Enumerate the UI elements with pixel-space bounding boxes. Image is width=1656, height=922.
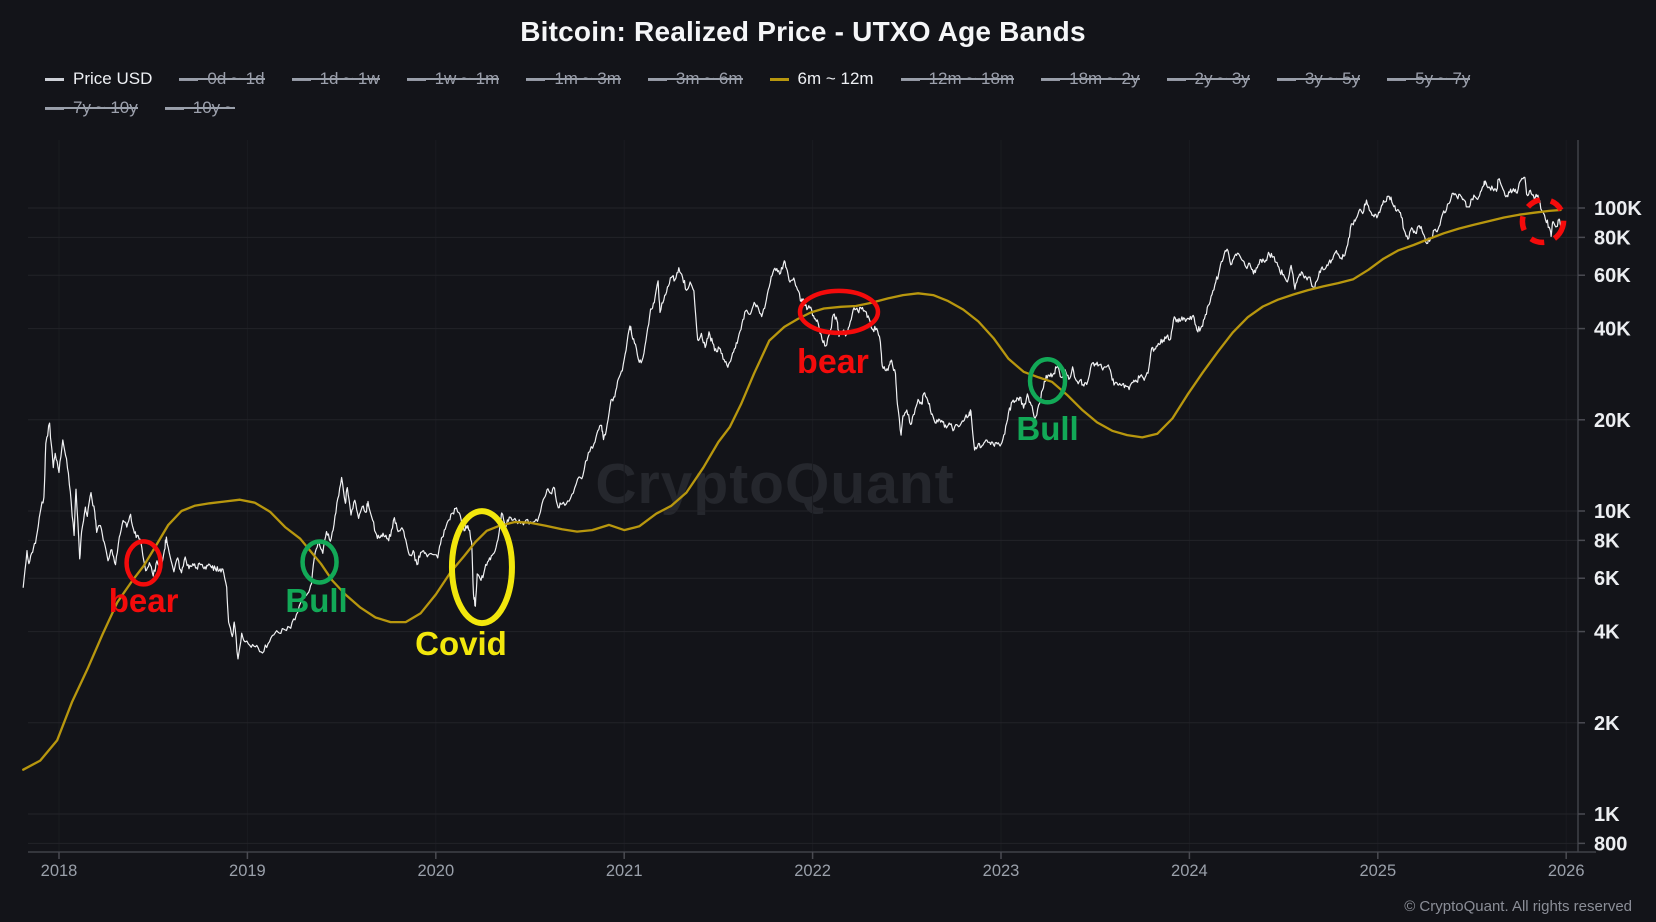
y-tick-label: 20K bbox=[1594, 410, 1631, 432]
x-tick-label: 2022 bbox=[794, 862, 831, 880]
watermark: CryptoQuant bbox=[595, 452, 954, 516]
legend-item-7y-10y[interactable]: 7y ~ 10y bbox=[45, 98, 138, 118]
realized-price-line bbox=[22, 208, 1562, 771]
bull-2-label: Bull bbox=[1016, 410, 1078, 447]
legend-item-2y-3y[interactable]: 2y ~ 3y bbox=[1166, 69, 1251, 89]
legend-dash-icon bbox=[45, 77, 64, 81]
x-tick-label: 2024 bbox=[1171, 862, 1208, 880]
y-tick-label: 2K bbox=[1594, 713, 1620, 735]
x-tick-label: 2026 bbox=[1548, 862, 1585, 880]
bull-1-ellipse-icon bbox=[300, 539, 339, 585]
chart-title: Bitcoin: Realized Price - UTXO Age Bands bbox=[520, 16, 1086, 47]
legend-item-5y-7y[interactable]: 5y ~ 7y bbox=[1387, 69, 1471, 89]
y-tick-label: 800 bbox=[1594, 833, 1627, 855]
legend-item-1m-3m[interactable]: 1m ~ 3m bbox=[526, 69, 621, 89]
legend-item-18m-2y[interactable]: 18m ~ 2y bbox=[1041, 69, 1140, 89]
y-tick-label: 100K bbox=[1594, 198, 1642, 220]
y-tick-label: 1K bbox=[1594, 804, 1620, 826]
legend-item-3m-6m[interactable]: 3m ~ 6m bbox=[647, 69, 743, 89]
y-tick-label: 80K bbox=[1594, 227, 1631, 249]
annotation-bear-1: bear bbox=[109, 539, 179, 619]
legend-item-1w-1m[interactable]: 1w ~ 1m bbox=[406, 69, 499, 89]
annotation-signal-circle bbox=[1519, 196, 1567, 246]
x-tick-label: 2021 bbox=[606, 862, 643, 880]
legend-item-1d-1w[interactable]: 1d ~ 1w bbox=[291, 69, 380, 89]
bull-2-ellipse-icon bbox=[1027, 357, 1068, 405]
legend-item-label: Price USD bbox=[73, 69, 153, 88]
legend-dash-icon bbox=[769, 77, 789, 81]
x-tick-label: 2019 bbox=[229, 862, 266, 880]
signal-circle-ellipse-icon bbox=[1519, 196, 1567, 246]
y-tick-label: 60K bbox=[1594, 265, 1631, 287]
legend: Price USD 0d ~ 1d 1d ~ 1w 1w ~ 1m 1m ~ 3m 3m … bbox=[45, 69, 1545, 118]
y-tick-label: 4K bbox=[1594, 622, 1620, 644]
legend-item-10y-[interactable]: 10y ~ bbox=[164, 98, 235, 118]
x-tick-label: 2023 bbox=[983, 862, 1020, 880]
legend-item-price-usd[interactable]: Price USD bbox=[45, 69, 152, 89]
bear-1-ellipse-icon bbox=[124, 539, 163, 587]
copyright-notice: © CryptoQuant. All rights reserved bbox=[1404, 898, 1632, 915]
annotation-bull-2: Bull bbox=[1016, 357, 1079, 447]
bear-2-label: bear bbox=[797, 343, 869, 381]
legend-item-label: 6m ~ 12m bbox=[797, 69, 874, 88]
annotation-bear-2: bear bbox=[797, 288, 881, 381]
annotation-bull-1: Bull bbox=[285, 539, 348, 619]
y-tick-label: 8K bbox=[1594, 530, 1620, 552]
legend-item-0d-1d[interactable]: 0d ~ 1d bbox=[179, 69, 265, 89]
x-tick-label: 2018 bbox=[41, 862, 78, 880]
covid-label: Covid bbox=[415, 625, 507, 662]
bull-1-label: Bull bbox=[285, 582, 347, 619]
x-tick-label: 2025 bbox=[1359, 862, 1396, 880]
bear-1-label: bear bbox=[109, 582, 179, 619]
covid-ellipse-icon bbox=[448, 508, 515, 627]
y-tick-label: 6K bbox=[1594, 568, 1620, 590]
y-tick-label: 10K bbox=[1594, 501, 1631, 523]
bear-2-ellipse-icon bbox=[797, 288, 881, 336]
annotation-covid: Covid bbox=[415, 508, 515, 662]
x-tick-label: 2020 bbox=[417, 862, 454, 880]
y-tick-label: 40K bbox=[1594, 319, 1631, 341]
legend-item-3y-5y[interactable]: 3y ~ 5y bbox=[1276, 69, 1361, 89]
legend-item-6m-12m[interactable]: 6m ~ 12m bbox=[769, 69, 874, 89]
price-line bbox=[22, 176, 1562, 660]
legend-item-12m-18m[interactable]: 12m ~ 18m bbox=[900, 69, 1014, 89]
